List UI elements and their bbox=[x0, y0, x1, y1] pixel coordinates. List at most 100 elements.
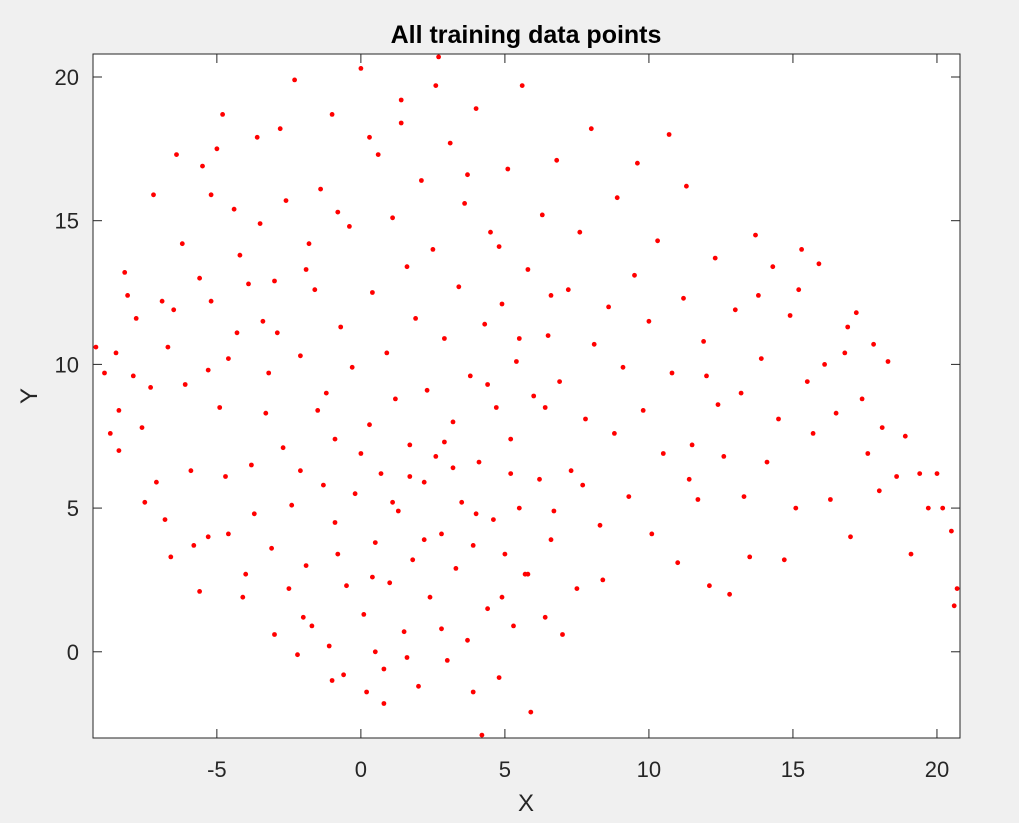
data-point bbox=[306, 241, 312, 247]
data-point bbox=[427, 594, 433, 600]
data-point bbox=[272, 632, 277, 637]
data-point bbox=[516, 336, 522, 341]
data-point bbox=[179, 241, 185, 247]
data-point bbox=[479, 732, 485, 738]
data-point bbox=[781, 557, 787, 563]
data-point bbox=[695, 497, 701, 502]
data-point bbox=[424, 387, 430, 393]
data-point bbox=[799, 247, 804, 252]
data-point bbox=[482, 321, 488, 327]
data-point bbox=[404, 655, 410, 660]
data-point bbox=[372, 649, 378, 655]
data-point bbox=[793, 505, 799, 511]
data-point bbox=[764, 459, 770, 465]
data-point bbox=[949, 528, 954, 534]
data-point bbox=[125, 293, 130, 298]
data-point bbox=[450, 419, 456, 425]
data-point bbox=[254, 134, 260, 140]
data-point bbox=[525, 571, 531, 577]
data-point bbox=[174, 152, 179, 158]
data-point bbox=[491, 517, 496, 522]
data-point bbox=[395, 508, 401, 514]
data-point bbox=[591, 341, 597, 347]
data-point bbox=[416, 683, 421, 689]
data-point bbox=[459, 499, 465, 505]
data-point bbox=[401, 629, 407, 635]
data-point bbox=[364, 689, 369, 695]
data-point bbox=[885, 359, 891, 364]
data-point bbox=[557, 379, 562, 384]
data-point bbox=[436, 54, 441, 60]
y-tick-label: 5 bbox=[67, 496, 79, 521]
data-point bbox=[303, 563, 309, 568]
y-tick-label: 20 bbox=[55, 65, 79, 90]
data-point bbox=[321, 482, 326, 488]
data-point bbox=[447, 140, 453, 146]
data-point bbox=[226, 356, 231, 361]
data-point bbox=[934, 471, 940, 476]
data-point bbox=[217, 405, 223, 410]
data-point bbox=[496, 675, 502, 680]
data-point bbox=[876, 488, 882, 494]
data-point bbox=[465, 172, 470, 178]
y-tick-label: 15 bbox=[55, 209, 79, 234]
data-point bbox=[410, 557, 416, 563]
axis-ticks: -5 0 5 10 15 20 0 5 10 15 20 bbox=[55, 54, 960, 782]
data-point bbox=[197, 589, 203, 594]
data-point bbox=[542, 614, 548, 620]
data-point bbox=[545, 333, 551, 338]
data-point bbox=[583, 416, 588, 422]
data-point bbox=[917, 471, 923, 476]
data-point bbox=[485, 606, 490, 612]
data-point bbox=[323, 390, 329, 396]
data-point bbox=[554, 157, 560, 163]
data-point bbox=[508, 471, 514, 476]
data-point bbox=[162, 517, 168, 522]
data-point bbox=[312, 287, 318, 293]
data-point bbox=[139, 425, 145, 430]
data-point bbox=[133, 316, 139, 321]
data-point bbox=[614, 195, 620, 201]
data-point bbox=[707, 583, 712, 589]
data-point bbox=[335, 551, 341, 557]
data-point bbox=[612, 431, 617, 436]
data-point bbox=[171, 307, 177, 313]
data-point bbox=[499, 594, 505, 600]
data-point bbox=[511, 623, 516, 629]
data-point bbox=[280, 445, 286, 451]
data-point bbox=[113, 350, 119, 356]
data-point bbox=[266, 370, 272, 376]
data-point bbox=[298, 468, 303, 474]
data-point bbox=[871, 341, 876, 347]
data-point bbox=[770, 264, 776, 270]
data-point bbox=[263, 410, 269, 416]
data-point bbox=[344, 583, 349, 589]
data-point bbox=[505, 166, 511, 172]
data-point bbox=[226, 531, 231, 537]
data-point bbox=[361, 612, 367, 617]
data-point bbox=[439, 531, 444, 537]
data-point bbox=[470, 543, 476, 548]
data-point bbox=[208, 192, 214, 198]
data-point bbox=[568, 468, 574, 474]
data-point bbox=[367, 422, 372, 428]
data-point bbox=[404, 264, 410, 270]
data-point bbox=[816, 261, 822, 267]
data-point bbox=[470, 689, 476, 695]
data-point bbox=[384, 350, 390, 356]
data-point bbox=[539, 212, 545, 218]
data-point bbox=[335, 209, 341, 215]
data-point bbox=[502, 551, 508, 557]
data-point bbox=[148, 385, 154, 390]
data-point bbox=[822, 362, 827, 367]
data-point bbox=[398, 97, 404, 103]
data-point bbox=[516, 505, 522, 511]
data-point bbox=[231, 206, 237, 212]
data-point bbox=[542, 405, 548, 410]
data-point bbox=[519, 83, 525, 88]
data-point bbox=[727, 591, 732, 597]
data-point bbox=[329, 678, 335, 683]
data-point bbox=[859, 396, 865, 402]
data-point bbox=[220, 112, 226, 117]
